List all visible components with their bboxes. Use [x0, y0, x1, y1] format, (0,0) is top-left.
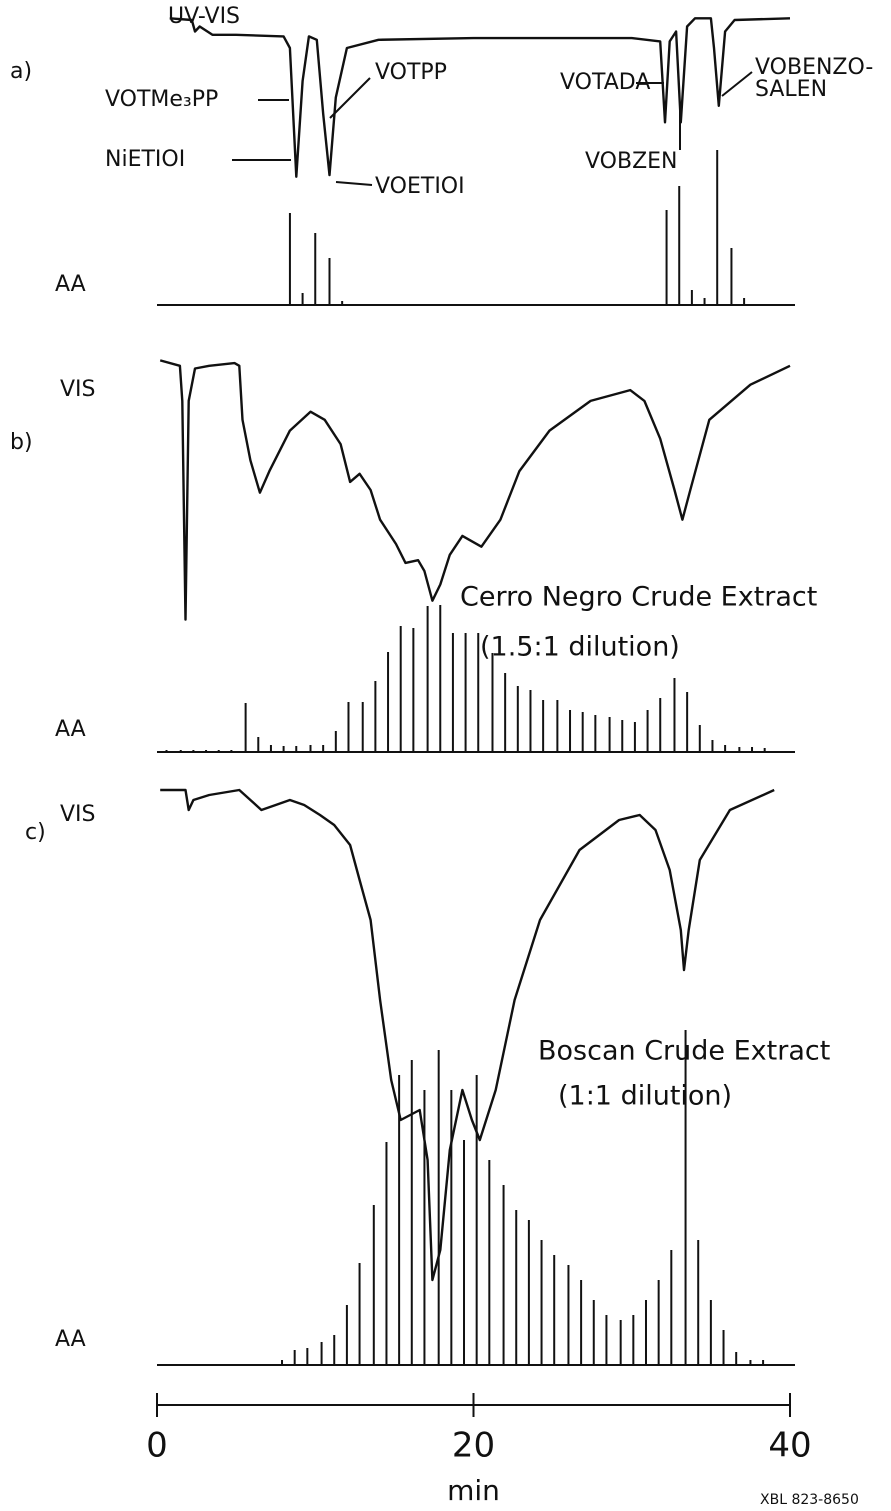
- trace-name: VIS: [60, 377, 96, 402]
- annotation: VOBENZO-: [755, 55, 873, 80]
- annotation: (1:1 dilution): [558, 1081, 732, 1112]
- x-tick-label: 0: [146, 1426, 168, 1466]
- arrow: [335, 181, 373, 186]
- annotation: Boscan Crude Extract: [538, 1036, 830, 1067]
- panel-label: a): [10, 59, 32, 84]
- arrow: [721, 71, 753, 97]
- x-tick-label: 40: [768, 1426, 811, 1466]
- annotation: VOTMe₃PP: [105, 87, 218, 112]
- annotation: VOTADA: [560, 70, 650, 95]
- annotation: VOTPP: [375, 60, 447, 85]
- annotation: SALEN: [755, 77, 827, 102]
- detector-trace: [169, 17, 791, 178]
- trace-name: AA: [55, 272, 86, 297]
- trace-name: VIS: [60, 802, 96, 827]
- panel-label: b): [10, 430, 33, 455]
- annotation: NiETIOI: [105, 147, 185, 172]
- annotation: VOBZEN: [585, 149, 678, 174]
- annotation: VOETIOI: [375, 174, 465, 199]
- arrow: [329, 77, 371, 119]
- trace-name: UV-VIS: [168, 4, 240, 29]
- figure-id: XBL 823-8650: [760, 1492, 859, 1508]
- x-axis-label: min: [447, 1474, 500, 1507]
- annotation: Cerro Negro Crude Extract: [460, 582, 817, 613]
- panel-label: c): [25, 820, 46, 845]
- annotation: (1.5:1 dilution): [480, 632, 680, 663]
- detector-trace: [159, 359, 791, 621]
- trace-name: AA: [55, 717, 86, 742]
- x-tick-label: 20: [452, 1426, 495, 1466]
- trace-name: AA: [55, 1327, 86, 1352]
